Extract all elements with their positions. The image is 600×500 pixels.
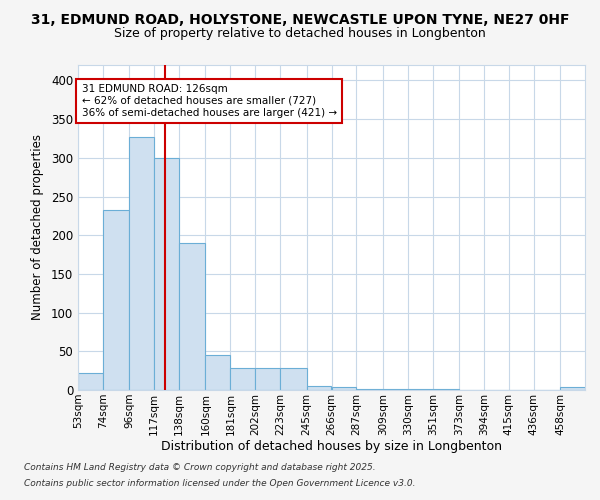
Text: Contains public sector information licensed under the Open Government Licence v3: Contains public sector information licen… <box>24 478 415 488</box>
Text: 31 EDMUND ROAD: 126sqm
← 62% of detached houses are smaller (727)
36% of semi-de: 31 EDMUND ROAD: 126sqm ← 62% of detached… <box>82 84 337 117</box>
Bar <box>129 137 154 390</box>
Bar <box>356 389 383 390</box>
Bar <box>154 158 179 390</box>
Y-axis label: Number of detached properties: Number of detached properties <box>31 134 44 320</box>
Bar <box>433 389 459 390</box>
Bar <box>205 355 230 390</box>
Bar <box>407 389 433 390</box>
Bar <box>256 368 280 390</box>
Bar <box>560 387 585 390</box>
Bar <box>383 389 407 390</box>
Bar <box>331 387 356 390</box>
Text: Size of property relative to detached houses in Longbenton: Size of property relative to detached ho… <box>114 28 486 40</box>
Text: 31, EDMUND ROAD, HOLYSTONE, NEWCASTLE UPON TYNE, NE27 0HF: 31, EDMUND ROAD, HOLYSTONE, NEWCASTLE UP… <box>31 12 569 26</box>
Bar <box>78 373 103 390</box>
Bar <box>179 243 205 390</box>
Bar <box>103 210 129 390</box>
X-axis label: Distribution of detached houses by size in Longbenton: Distribution of detached houses by size … <box>161 440 502 454</box>
Text: Contains HM Land Registry data © Crown copyright and database right 2025.: Contains HM Land Registry data © Crown c… <box>24 464 376 472</box>
Bar <box>307 386 331 390</box>
Bar <box>230 368 256 390</box>
Bar <box>280 368 307 390</box>
